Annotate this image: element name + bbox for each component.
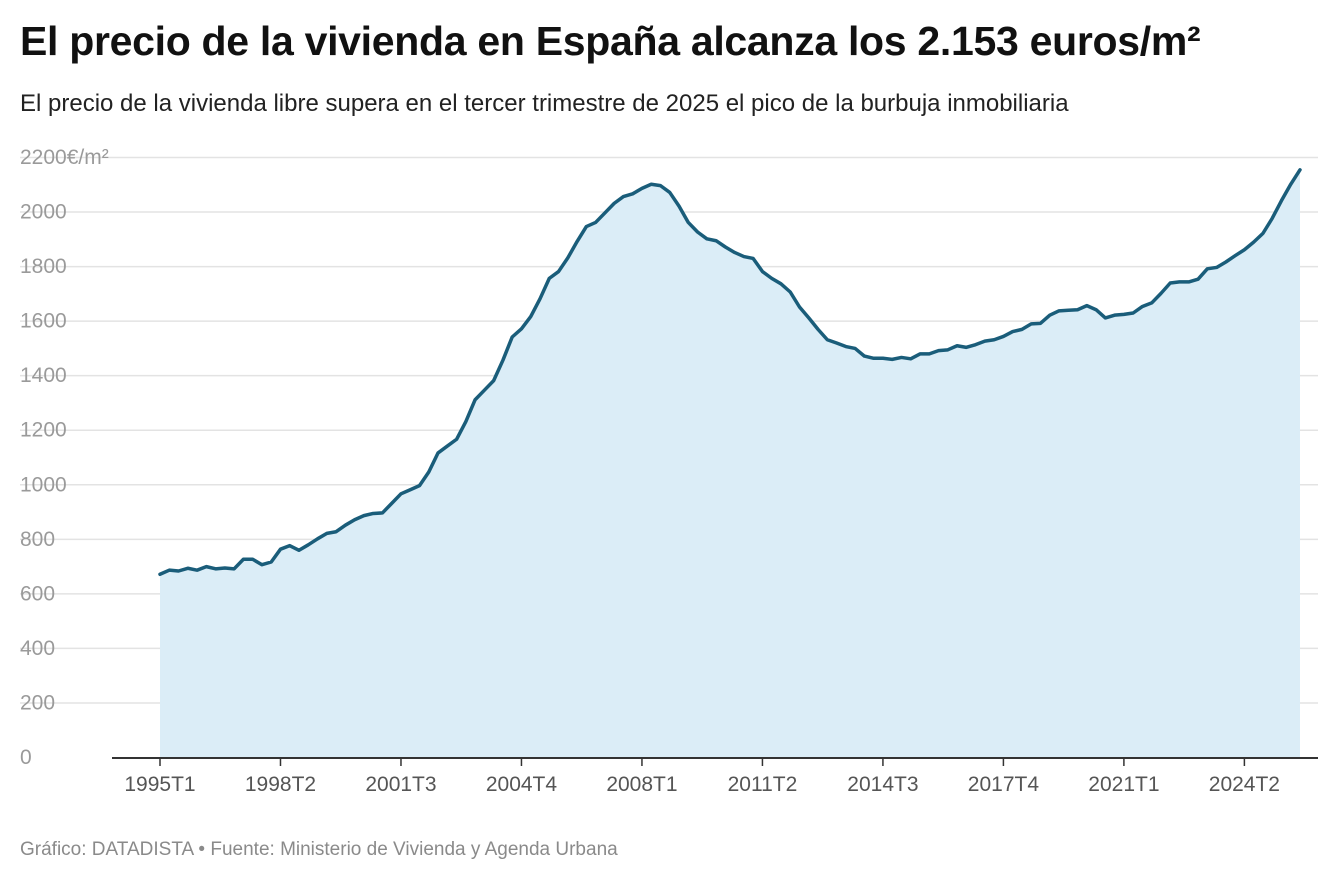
y-tick-label: 800: [20, 528, 55, 551]
x-tick-label: 2001T3: [365, 773, 436, 796]
y-tick-label: 1000: [20, 473, 67, 496]
y-tick-label: 2000: [20, 201, 67, 224]
area-fill: [160, 169, 1300, 757]
area-chart: 0 200 400 600 800 1000 1200 1400 1600 1800 2000 220…: [20, 146, 1318, 796]
x-tick-label: 2017T4: [968, 773, 1040, 796]
x-tick-label: 2008T1: [606, 773, 677, 796]
y-tick-label: 200: [20, 691, 55, 714]
y-tick-label: 0: [20, 746, 32, 769]
y-tick-label: 400: [20, 637, 55, 660]
source-credit: Gráfico: DATADISTA • Fuente: Ministerio …: [20, 839, 618, 860]
x-tick-label: 2014T3: [847, 773, 918, 796]
x-tick-label: 2004T4: [486, 773, 558, 796]
x-axis-ticks: 1995T1 1998T2 2001T3 2004T4 2008T1 2011T2 2014…: [124, 758, 1280, 796]
price-line: [158, 168, 1302, 577]
y-tick-label: 1400: [20, 364, 67, 387]
y-tick-label: 600: [20, 582, 55, 605]
y-tick-label: 2200€/m²: [20, 146, 109, 169]
x-tick-label: 1998T2: [245, 773, 316, 796]
y-tick-label: 1200: [20, 419, 67, 442]
x-tick-label: 2021T1: [1088, 773, 1159, 796]
y-tick-label: 1800: [20, 255, 67, 278]
x-tick-label: 1995T1: [124, 773, 195, 796]
x-tick-label: 2024T2: [1209, 773, 1280, 796]
x-tick-label: 2011T2: [728, 773, 798, 796]
y-axis-ticks: 0 200 400 600 800 1000 1200 1400 1600 1800 2000 220…: [20, 146, 109, 769]
y-tick-label: 1600: [20, 310, 67, 333]
chart-subtitle: El precio de la vivienda libre supera en…: [20, 90, 1069, 117]
chart-title: El precio de la vivienda en España alcan…: [20, 18, 1201, 64]
